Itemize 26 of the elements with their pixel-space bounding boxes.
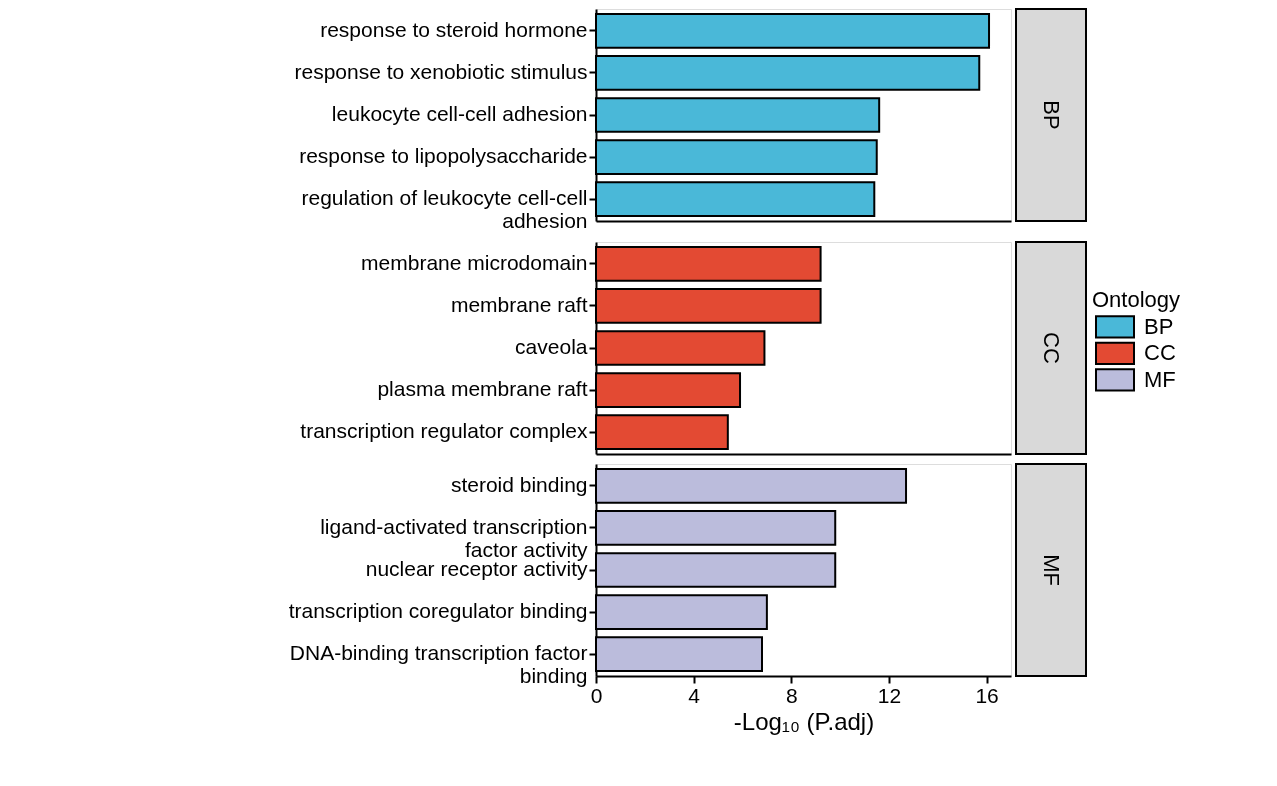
- legend-label: BP: [1144, 313, 1174, 339]
- y-tick-label: response to steroid hormone: [320, 17, 588, 41]
- text: CC: [1039, 332, 1064, 364]
- legend-title: Ontology: [1092, 287, 1181, 313]
- x-tick-label: 4: [688, 683, 701, 707]
- x-tick-label: 16: [975, 683, 999, 707]
- y-tick-label: membrane microdomain: [361, 250, 588, 274]
- y-tick-label: plasma membrane raft: [377, 377, 588, 401]
- text: MF: [1144, 366, 1176, 392]
- x-tick-label: 0: [590, 683, 603, 707]
- y-tick-label: transcription coregulator binding: [288, 599, 588, 623]
- x-tick-label: 12: [877, 683, 902, 707]
- y-tick-label: leukocyte cell-cell adhesion: [331, 102, 588, 125]
- y-tick-label: response to xenobiotic stimulus: [294, 59, 588, 83]
- y-tick-label: DNA-binding transcription factor binding: [289, 641, 588, 688]
- y-tick-label: transcription regulator complex: [300, 419, 588, 443]
- text: CC: [1144, 340, 1176, 366]
- y-tick-label: response to lipopolysaccharide: [299, 144, 588, 168]
- text: MF: [1039, 554, 1064, 586]
- y-tick-label: regulation of leukocyte cell-cell adhesion: [301, 186, 588, 233]
- text: BP: [1039, 100, 1064, 130]
- y-tick-label: steroid binding: [450, 472, 588, 496]
- x-axis-title: -Log₁₀ (P.adj): [733, 707, 875, 735]
- y-tick-label: caveola: [515, 335, 588, 358]
- y-tick-label: membrane raft: [450, 292, 588, 316]
- x-tick-label: 8: [785, 683, 798, 707]
